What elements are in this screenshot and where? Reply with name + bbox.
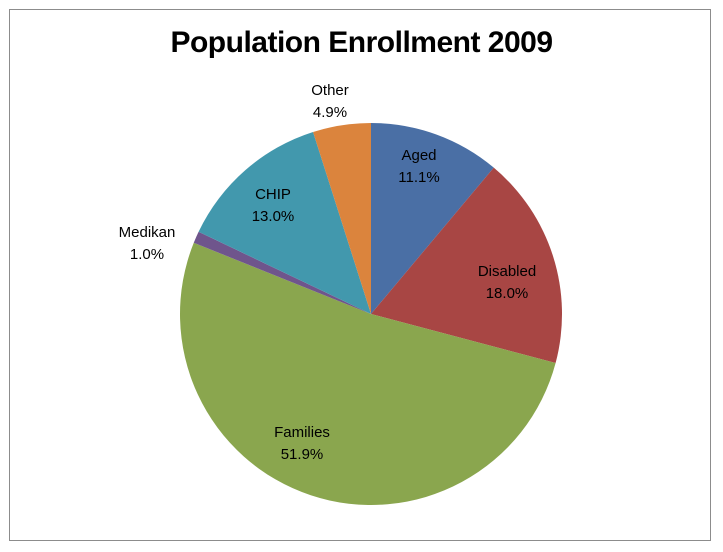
- slice-value-aged: 11.1%: [398, 169, 439, 186]
- slice-value-disabled: 18.0%: [486, 285, 529, 302]
- pie-slice-aged: [371, 123, 494, 314]
- pie-slice-other: [313, 123, 371, 314]
- pie-slice-chip: [198, 131, 371, 314]
- slice-label-families: Families: [274, 424, 330, 441]
- pie-slice-medikan: [193, 231, 371, 314]
- slice-label-aged: Aged: [401, 147, 436, 164]
- pie-slices: [179, 123, 562, 506]
- slice-label-disabled: Disabled: [478, 263, 536, 280]
- pie-slice-disabled: [371, 167, 562, 363]
- pie-labels: Aged 11.1% Disabled 18.0% Families 51.9% Medik…: [119, 82, 537, 463]
- slice-label-medikan: Medikan: [119, 224, 176, 241]
- pie-slice-families: [179, 242, 556, 506]
- slice-label-chip: CHIP: [255, 186, 291, 203]
- slice-label-other: Other: [311, 82, 349, 99]
- chart-title: Population Enrollment 2009: [170, 26, 553, 59]
- slice-value-chip: 13.0%: [252, 208, 295, 225]
- slice-value-other: 4.9%: [313, 104, 347, 121]
- slice-value-medikan: 1.0%: [130, 246, 164, 263]
- slice-value-families: 51.9%: [281, 446, 324, 463]
